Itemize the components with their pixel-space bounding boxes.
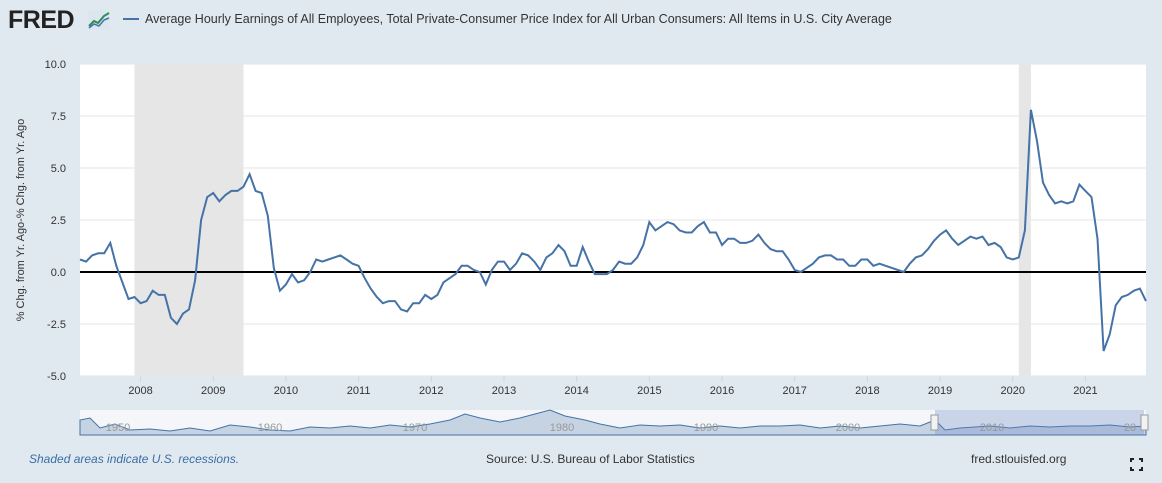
navigator-year-label: 2000	[836, 422, 860, 434]
y-tick-label: 5.0	[51, 163, 66, 175]
series-line[interactable]	[79, 109, 1147, 352]
x-tick-label: 2015	[637, 385, 661, 397]
fred-logo-chart-icon	[88, 10, 110, 30]
navigator-year-label: 2010	[980, 422, 1004, 434]
navigator-year-label: 20	[1124, 422, 1136, 434]
x-tick-label: 2008	[128, 385, 152, 397]
x-tick-label: 2012	[419, 385, 443, 397]
navigator-year-label: 1960	[258, 422, 282, 434]
range-navigator[interactable]: 1950 1960 1970 1980 1990 2000 2010 20	[79, 409, 1149, 436]
recession-note[interactable]: Shaded areas indicate U.S. recessions.	[29, 452, 240, 466]
navigator-year-label: 1970	[403, 422, 427, 434]
x-tick-label: 2014	[564, 385, 588, 397]
x-axis-ticks: 2008 2009 2010 2011 2012 2013 2014 2015 2016 2017…	[128, 376, 1098, 397]
x-tick-label: 2011	[347, 385, 371, 397]
y-tick-label: 2.5	[51, 215, 66, 227]
x-tick-label: 2020	[1001, 385, 1025, 397]
x-tick-label: 2013	[492, 385, 516, 397]
navigator-year-label: 1980	[550, 422, 574, 434]
x-tick-label: 2018	[855, 385, 879, 397]
navigator-area	[79, 409, 1147, 436]
line-chart[interactable]: 10.07.55.02.50.0-2.5-5.0 2008 2009 2010 201…	[0, 0, 1162, 445]
navigator-selected-range[interactable]	[935, 410, 1144, 435]
navigator-left-handle[interactable]	[930, 414, 939, 431]
x-tick-label: 2016	[710, 385, 734, 397]
y-tick-label: 10.0	[45, 59, 66, 71]
fred-logo[interactable]: FRED	[8, 6, 75, 34]
site-link[interactable]: fred.stlouisfed.org	[971, 452, 1067, 466]
x-tick-label: 2010	[274, 385, 298, 397]
legend-line-swatch	[123, 18, 139, 20]
x-tick-label: 2019	[928, 385, 952, 397]
navigator-year-label: 1990	[694, 422, 718, 434]
navigator-year-label: 1950	[106, 422, 130, 434]
y-tick-label: -5.0	[47, 371, 66, 383]
navigator-year-labels: 1950 1960 1970 1980 1990 2000 2010 20	[106, 422, 1136, 434]
data-source: Source: U.S. Bureau of Labor Statistics	[486, 452, 695, 466]
y-axis-ticks: 10.0 7.5 5.0 2.5 0.0 -2.5 -5.0	[45, 59, 66, 383]
y-tick-label: 7.5	[51, 111, 66, 123]
y-tick-label: -2.5	[47, 319, 66, 331]
chart-legend: Average Hourly Earnings of All Employees…	[123, 12, 892, 26]
fullscreen-icon[interactable]	[1130, 458, 1143, 471]
x-tick-label: 2017	[782, 385, 806, 397]
chart-header: FRED Average Hourly Earnings of All Empl…	[0, 0, 1162, 40]
x-tick-label: 2021	[1073, 385, 1097, 397]
y-axis-label: % Chg. from Yr. Ago-% Chg. from Yr. Ago	[15, 119, 27, 322]
navigator-right-handle[interactable]	[1140, 414, 1149, 431]
legend-series-label: Average Hourly Earnings of All Employees…	[145, 12, 892, 26]
y-tick-label: 0.0	[51, 267, 66, 279]
x-tick-label: 2009	[201, 385, 225, 397]
